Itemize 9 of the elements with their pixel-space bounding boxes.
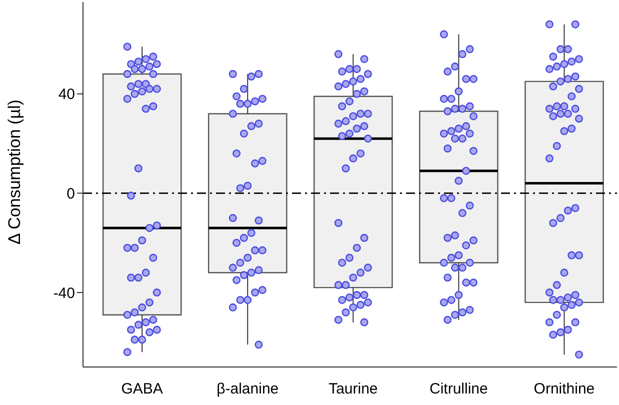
- x-tick-label: Citrulline: [430, 380, 488, 398]
- y-tick-label: 0: [66, 186, 75, 203]
- y-axis-title: Δ Consumption (µl): [5, 100, 24, 244]
- x-tick-label: Ornithine: [534, 380, 595, 398]
- x-tick-label: GABA: [121, 380, 163, 398]
- y-tick-label: -40: [53, 284, 75, 302]
- x-tick-label: β-alanine: [216, 380, 279, 398]
- y-tick-label: 40: [58, 86, 75, 104]
- x-tick-label: Taurine: [328, 380, 378, 398]
